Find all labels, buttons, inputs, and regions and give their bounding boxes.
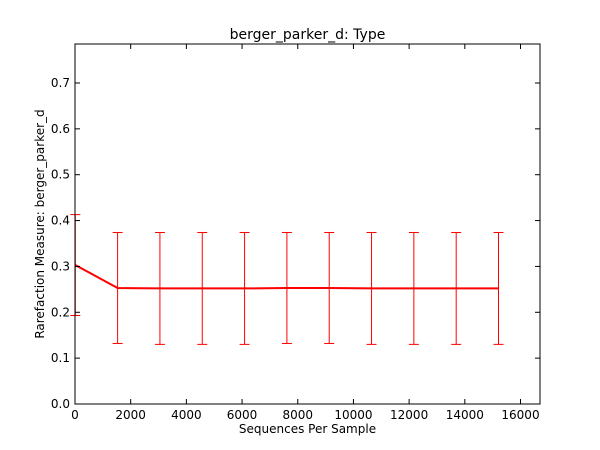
series-line [74, 264, 499, 290]
x-tick-label: 0 [71, 408, 79, 422]
x-tick-label: 6000 [227, 408, 258, 422]
y-tick-label: 0.6 [51, 122, 70, 136]
y-tick-label: 0.4 [51, 214, 70, 228]
x-tick-label: 2000 [115, 408, 146, 422]
plot-area: 0 2000 4000 6000 8000 10000 12000 14000 16000 0.0… [51, 43, 541, 422]
y-axis-title: Rarefaction Measure: berger_parker_d [33, 109, 47, 338]
x-tick-label: 10000 [334, 408, 372, 422]
x-tick-label: 8000 [282, 408, 313, 422]
y-tick-label: 0.1 [51, 351, 70, 365]
y-tick-label: 0.0 [51, 397, 70, 411]
y-tick-label: 0.2 [51, 305, 70, 319]
x-tick-label: 14000 [446, 408, 484, 422]
x-axis-title: Sequences Per Sample [239, 422, 376, 436]
y-tick-label: 0.5 [51, 168, 70, 182]
y-tick-label: 0.7 [51, 76, 70, 90]
y-tick-label: 0.3 [51, 259, 70, 273]
x-tick-label: 4000 [171, 408, 202, 422]
plot-frame [74, 43, 541, 405]
x-tick-label: 12000 [390, 408, 428, 422]
chart-title: berger_parker_d: Type [230, 27, 386, 43]
x-tick-label: 16000 [501, 408, 539, 422]
